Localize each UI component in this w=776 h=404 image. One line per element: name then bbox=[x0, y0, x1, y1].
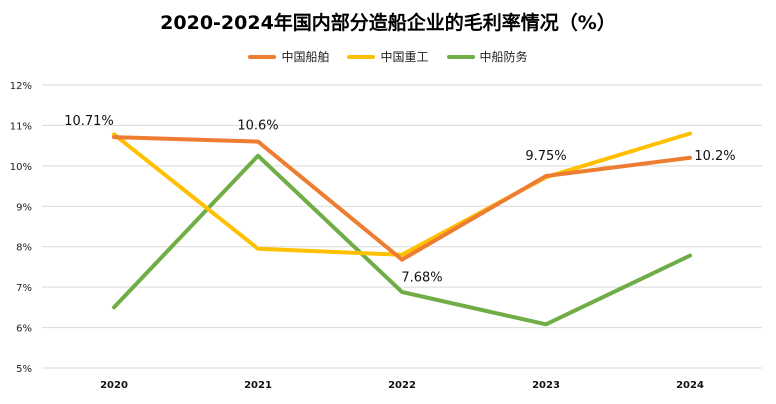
data-label: 7.68% bbox=[401, 271, 442, 286]
chart-title: 2020-2024年国内部分造船企业的毛利率情况（%） bbox=[160, 12, 616, 34]
data-label: 10.71% bbox=[64, 114, 114, 129]
y-tick-label: 7% bbox=[16, 283, 32, 294]
y-tick-label: 11% bbox=[10, 121, 32, 132]
y-tick-label: 8% bbox=[16, 243, 32, 254]
legend-item-0: 中国船舶 bbox=[248, 48, 329, 65]
legend-swatch-2 bbox=[446, 54, 475, 59]
data-label: 10.6% bbox=[237, 119, 278, 134]
legend-label-1: 中国重工 bbox=[380, 50, 429, 64]
x-tick-label: 2022 bbox=[388, 380, 416, 391]
y-tick-label: 6% bbox=[16, 324, 32, 335]
y-tick-label: 9% bbox=[16, 202, 32, 213]
legend-label-2: 中船防务 bbox=[479, 50, 528, 64]
y-tick-label: 12% bbox=[10, 81, 32, 92]
series-line-0 bbox=[112, 135, 692, 262]
series-line-2 bbox=[112, 153, 692, 327]
legend-swatch-1 bbox=[347, 54, 376, 59]
legend-swatch-0 bbox=[248, 54, 277, 59]
legend-item-2: 中船防务 bbox=[446, 48, 528, 65]
y-tick-label: 10% bbox=[10, 162, 32, 173]
x-tick-label: 2024 bbox=[676, 380, 704, 391]
legend-item-1: 中国重工 bbox=[347, 48, 429, 65]
legend-label-0: 中国船舶 bbox=[281, 50, 330, 64]
x-tick-label: 2021 bbox=[244, 380, 272, 391]
data-label: 10.2% bbox=[694, 149, 735, 164]
legend: 中国船舶 中国重工 中船防务 bbox=[0, 48, 776, 65]
data-label: 9.75% bbox=[525, 149, 566, 164]
series-line-1 bbox=[112, 131, 692, 257]
y-tick-label: 5% bbox=[16, 364, 32, 375]
x-tick-label: 2020 bbox=[100, 380, 128, 391]
x-tick-label: 2023 bbox=[532, 380, 560, 391]
